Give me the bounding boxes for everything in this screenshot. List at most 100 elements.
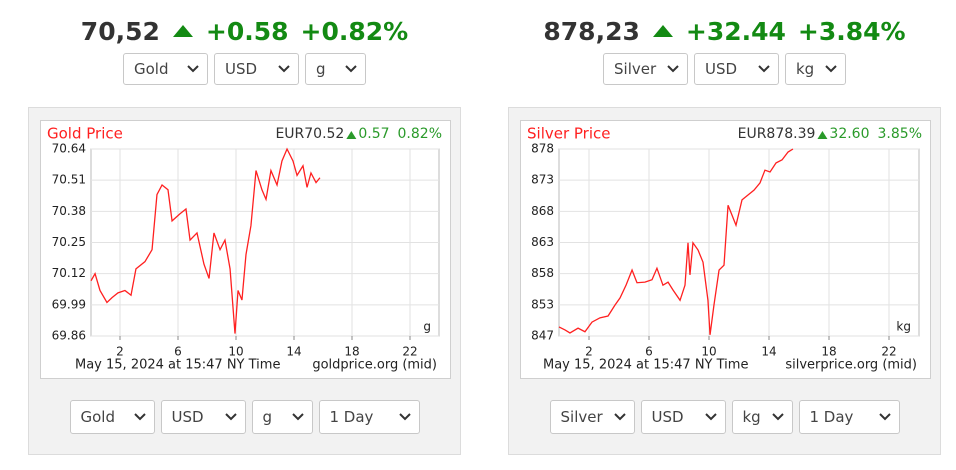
quote-arrow (817, 131, 828, 139)
source: silverprice.org (mid) (785, 358, 917, 373)
chevron (878, 413, 891, 421)
chevron (187, 65, 199, 73)
price-change-percent: +3.84% (797, 16, 906, 46)
chart-title: Silver Price (527, 125, 611, 143)
x-tick-label: 6 (174, 345, 182, 359)
price-change-percent: +0.82% (300, 16, 409, 46)
quote-arrow (346, 131, 357, 139)
dropdown-label: g (262, 408, 273, 426)
chart-panel: Gold Price 0.82% 0.57 EUR70.52 69.86 69.99 70.… (28, 107, 461, 455)
y-tick-label: 853 (531, 297, 554, 311)
x-tick-label: 14 (761, 345, 776, 359)
x-tick-label: 18 (821, 345, 836, 359)
chevron (133, 413, 146, 421)
chart-title: Gold Price (47, 125, 123, 143)
y-tick-label: 863 (531, 235, 554, 249)
unit-label: kg (896, 320, 911, 334)
price-change: +32.44 (685, 16, 786, 46)
dropdown[interactable]: 1 Day (798, 400, 900, 434)
quote-change-percent: 0.82% (398, 126, 442, 142)
x-tick-label: 6 (645, 345, 653, 359)
quote-change-percent: 3.85% (878, 126, 922, 142)
dropdown[interactable]: Silver (549, 400, 635, 434)
dropdown-label: USD (651, 408, 684, 426)
x-tick-label: 18 (344, 345, 359, 359)
dropdown[interactable]: USD (640, 400, 726, 434)
source: goldprice.org (mid) (312, 358, 437, 373)
chevron (224, 413, 237, 421)
dropdown[interactable]: Gold (123, 53, 208, 85)
y-tick-label: 878 (531, 142, 554, 156)
chevron (278, 65, 290, 73)
chevron-path (398, 413, 411, 421)
dropdown-label: 1 Day (809, 408, 854, 426)
up-arrow-shape (172, 25, 193, 37)
price-header: 70,52 +0.58 +0.82% (28, 12, 461, 50)
x-tick-label: 22 (402, 345, 417, 359)
y-tick-label: 868 (531, 204, 554, 218)
chevron-path (278, 65, 290, 73)
chevron-path (758, 65, 770, 73)
chevron (398, 413, 411, 421)
dropdown-label: Silver (614, 60, 657, 78)
chevron-path (133, 413, 146, 421)
dropdown-label: USD (705, 60, 738, 78)
dropdown-label: Gold (134, 60, 169, 78)
x-tick-label: 2 (585, 345, 593, 359)
x-tick-label: 14 (286, 345, 301, 359)
y-tick-label: 70.51 (52, 173, 86, 187)
dropdown[interactable]: g (305, 53, 366, 85)
dropdown[interactable]: Silver (603, 53, 688, 85)
dropdown[interactable]: USD (694, 53, 779, 85)
y-tick-label: 858 (531, 266, 554, 280)
chevron-path (224, 413, 237, 421)
dropdown[interactable]: USD (160, 400, 246, 434)
y-tick-label: 70.38 (52, 204, 86, 218)
dropdown-label: Silver (560, 408, 603, 426)
chevron-path (825, 65, 837, 73)
dropdown-label: USD (225, 60, 258, 78)
dropdown[interactable]: USD (214, 53, 299, 85)
chevron (758, 65, 770, 73)
selector-row: Gold USD g 1 Day (28, 400, 461, 434)
dropdown[interactable]: 1 Day (318, 400, 420, 434)
chart-background (40, 120, 451, 379)
chart: Gold Price 0.82% 0.57 EUR70.52 69.86 69.99 70.… (40, 120, 451, 379)
price-header: 878,23 +32.44 +3.84% (508, 12, 941, 50)
quote: EUR70.52 (275, 126, 344, 142)
chevron-path (613, 413, 626, 421)
dropdown[interactable]: kg (731, 400, 793, 434)
selector-row: Silver USD kg (508, 53, 941, 85)
timestamp: May 15, 2024 at 15:47 NY Time (543, 358, 748, 373)
chart-panel: Silver Price 3.85% 32.60 EUR878.39 847 853 858… (508, 107, 941, 455)
chevron-path (878, 413, 891, 421)
selector-row: Silver USD kg 1 Day (508, 400, 941, 434)
x-tick-label: 10 (701, 345, 716, 359)
dropdown-label: g (316, 60, 326, 78)
y-tick-label: 69.99 (52, 297, 86, 311)
x-tick-label: 22 (881, 345, 896, 359)
quote-change: 0.57 (358, 126, 389, 142)
dropdown-label: 1 Day (329, 408, 374, 426)
dropdown[interactable]: Gold (69, 400, 155, 434)
up-arrow-shape (652, 25, 673, 37)
chevron (291, 413, 304, 421)
price: 70,52 (80, 16, 160, 46)
x-tick-label: 2 (116, 345, 124, 359)
price-change: +0.58 (205, 16, 289, 46)
dropdown-label: Gold (80, 408, 116, 426)
y-tick-label: 69.86 (52, 329, 86, 343)
chevron-path (771, 413, 784, 421)
dropdown[interactable]: kg (785, 53, 846, 85)
chevron-path (704, 413, 717, 421)
chevron (667, 65, 679, 73)
unit-label: g (423, 320, 431, 334)
dropdown-label: USD (171, 408, 204, 426)
timestamp: May 15, 2024 at 15:47 NY Time (75, 358, 280, 373)
dropdown[interactable]: g (251, 400, 313, 434)
y-tick-label: 70.25 (52, 235, 86, 249)
chevron (825, 65, 837, 73)
chevron (704, 413, 717, 421)
y-tick-label: 70.12 (52, 266, 86, 280)
